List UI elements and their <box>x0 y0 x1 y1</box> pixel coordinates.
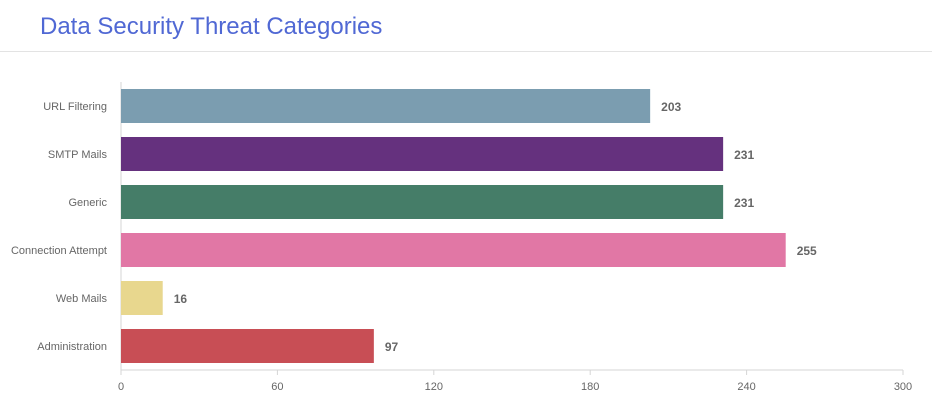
value-label: 231 <box>734 196 754 210</box>
value-label: 255 <box>797 244 817 258</box>
bar <box>121 185 724 219</box>
category-label: Connection Attempt <box>11 245 107 257</box>
x-tick-label: 60 <box>271 381 283 393</box>
x-tick-label: 300 <box>894 381 912 393</box>
category-label: SMTP Mails <box>48 149 108 161</box>
value-label: 97 <box>385 340 399 354</box>
category-label: URL Filtering <box>43 101 107 113</box>
value-label: 231 <box>734 148 754 162</box>
category-label: Administration <box>37 341 107 353</box>
category-label: Web Mails <box>56 293 108 305</box>
value-label: 16 <box>174 292 188 306</box>
bar <box>121 89 651 123</box>
x-tick-label: 0 <box>118 381 124 393</box>
chart-title: Data Security Threat Categories <box>40 13 383 40</box>
bar <box>121 233 786 267</box>
x-tick-label: 120 <box>425 381 443 393</box>
bar <box>121 281 163 315</box>
category-label: Generic <box>68 197 107 209</box>
panel-header: Data Security Threat Categories <box>0 0 932 52</box>
value-label: 203 <box>661 100 681 114</box>
bar <box>121 329 374 363</box>
bar <box>121 137 724 171</box>
x-tick-label: 180 <box>581 381 599 393</box>
x-tick-label: 240 <box>737 381 755 393</box>
